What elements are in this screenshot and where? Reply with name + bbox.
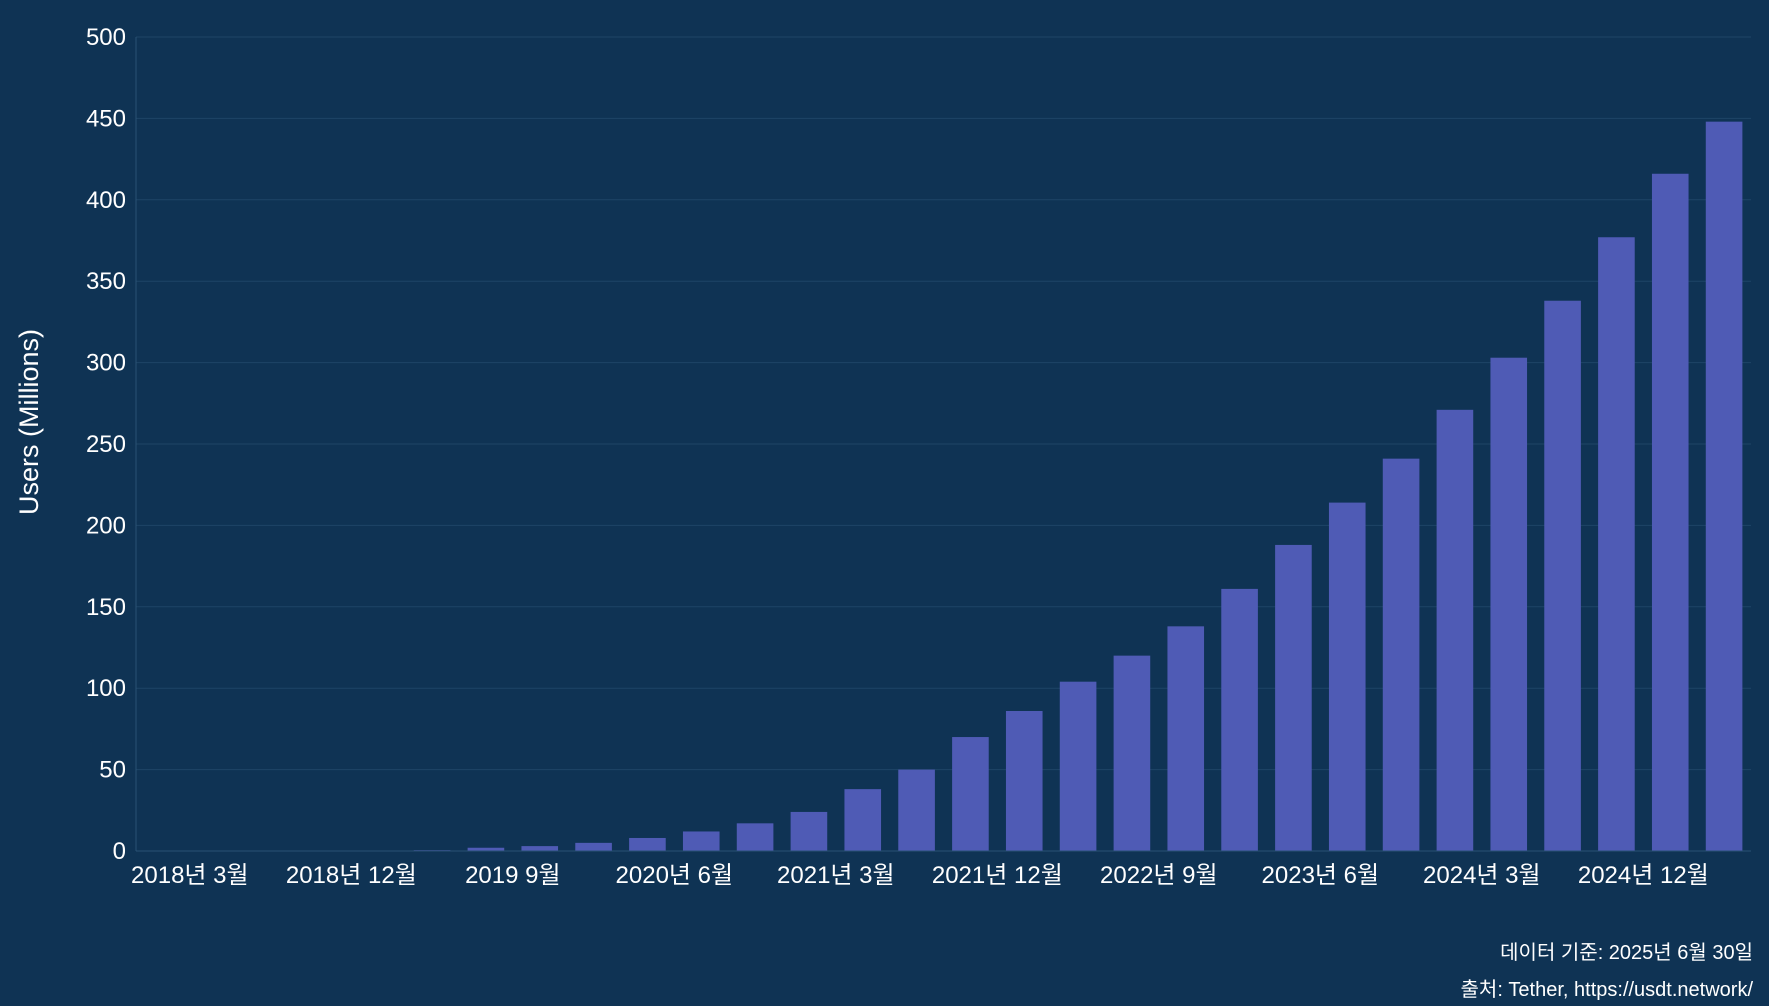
axes [135, 37, 1751, 852]
y-tick-label: 150 [86, 594, 126, 621]
bar-12 [736, 823, 774, 851]
bar-20 [1167, 626, 1205, 851]
bar-23 [1328, 502, 1366, 851]
y-tick-label: 300 [86, 350, 126, 377]
bar-16 [952, 737, 989, 851]
y-tick-label: 200 [86, 512, 126, 539]
x-tick-label: 2018년 12월 [286, 862, 417, 889]
x-tick-label: 2018년 3월 [131, 862, 249, 889]
x-tick-label: 2024년 3월 [1423, 862, 1541, 889]
x-tick-label: 2021년 3월 [777, 862, 895, 889]
bar-17 [1005, 710, 1043, 851]
y-axis-title: Users (Millions) [14, 329, 44, 515]
bar-7 [467, 847, 505, 851]
bar-19 [1113, 655, 1151, 851]
bar-15 [898, 769, 935, 851]
source-note: 출처: Tether, https://usdt.network/ [1460, 979, 1753, 1001]
data-date-note: 데이터 기준: 2025년 6월 30일 [1500, 942, 1753, 964]
x-tick-label: 2023년 6월 [1262, 862, 1380, 889]
bar-24 [1382, 458, 1420, 851]
y-tick-labels: 0 50 100 150 200 250 300 350 400 450 500 [86, 24, 126, 865]
bar-22 [1275, 544, 1312, 851]
bar-29 [1651, 173, 1689, 851]
x-tick-labels: 2018년 3월 2018년 12월 2019 9월 2020년 6월 2021년 3월… [131, 862, 1709, 889]
y-tick-label: 400 [86, 187, 126, 214]
bar-26 [1490, 357, 1528, 851]
x-tick-label: 2021년 12월 [932, 862, 1063, 889]
x-tick-label: 2020년 6월 [616, 862, 734, 889]
bar-30 [1705, 121, 1743, 851]
bar-28 [1598, 237, 1635, 851]
y-tick-label: 250 [86, 431, 126, 458]
bar-9 [575, 842, 612, 851]
bar-21 [1221, 588, 1258, 851]
y-tick-label: 500 [86, 24, 126, 51]
bar-18 [1059, 681, 1097, 851]
y-tick-label: 450 [86, 105, 126, 132]
bar-13 [790, 811, 828, 851]
x-tick-label: 2022년 9월 [1100, 862, 1218, 889]
bars [306, 121, 1743, 852]
bar-14 [844, 789, 882, 851]
bar-25 [1436, 409, 1474, 851]
x-tick-label: 2024년 12월 [1578, 862, 1709, 889]
bar-11 [682, 831, 720, 851]
bar-27 [1544, 300, 1581, 852]
y-tick-label: 50 [99, 757, 126, 784]
bar-8 [521, 846, 559, 851]
grid-lines [136, 36, 1751, 852]
x-tick-label: 2019 9월 [465, 862, 561, 889]
bar-10 [629, 837, 666, 851]
y-tick-label: 350 [86, 268, 126, 295]
y-tick-label: 100 [86, 675, 126, 702]
y-tick-label: 0 [113, 838, 126, 865]
